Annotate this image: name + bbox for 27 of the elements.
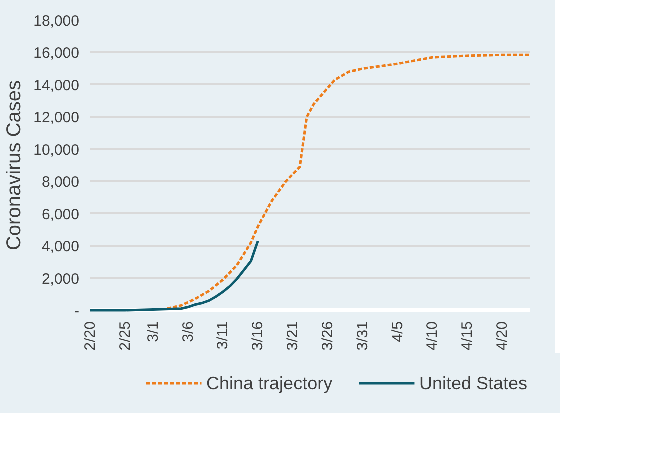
x-tick-label: 2/20 — [82, 321, 99, 351]
x-tick-label: 3/31 — [354, 321, 372, 351]
x-tick-label: 3/1 — [144, 321, 162, 342]
y-tick-label: 4,000 — [42, 238, 80, 256]
line-series — [166, 54, 532, 310]
y-tick-label: 14,000 — [34, 77, 80, 94]
y-tick-label: 12,000 — [34, 110, 80, 127]
y-tick-label: 18,000 — [34, 13, 80, 30]
y-tick-label: 8,000 — [42, 174, 80, 192]
y-tick-label: 6,000 — [42, 206, 80, 224]
x-tick-label: 3/21 — [284, 321, 302, 351]
y-tick-label: - — [74, 303, 80, 320]
x-tick-label: 3/26 — [319, 321, 336, 351]
y-tick-label: 16,000 — [34, 45, 80, 62]
x-tick-label: 3/6 — [180, 321, 197, 342]
y-axis-title: Coronavirus Cases — [4, 80, 26, 251]
x-tick-label: 4/20 — [494, 321, 512, 351]
x-tick-label: 4/15 — [459, 321, 476, 351]
x-tick-label: 3/16 — [250, 321, 267, 351]
legend-label: United States — [419, 374, 528, 394]
legend-label: China trajectory — [206, 374, 333, 394]
y-tick-label: 2,000 — [42, 270, 80, 288]
x-tick-label: 3/11 — [214, 321, 232, 350]
x-tick-label: 4/10 — [424, 321, 442, 351]
x-tick-label: 2/25 — [116, 321, 134, 351]
y-tick-label: 10,000 — [34, 142, 80, 159]
x-tick-label: 4/5 — [389, 321, 406, 342]
